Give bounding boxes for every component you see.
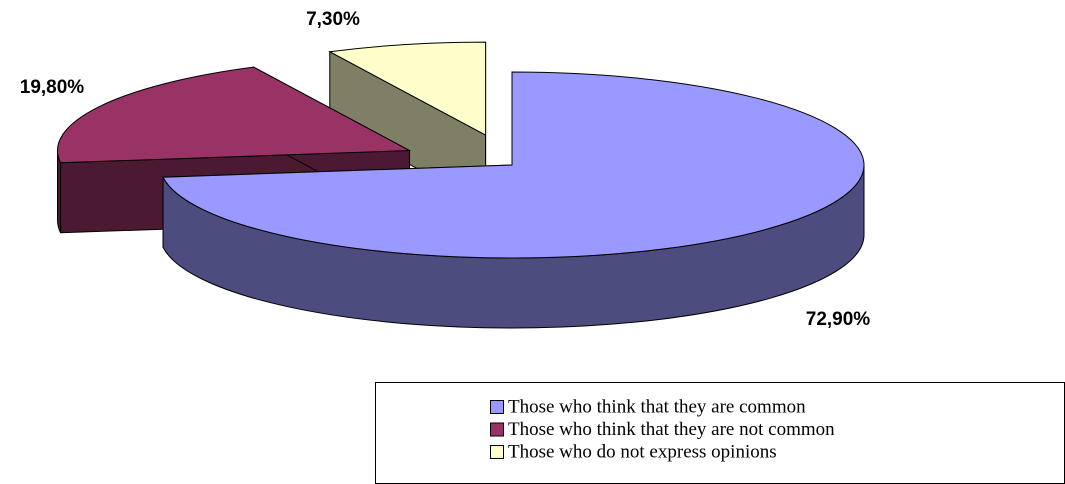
slice xyxy=(57,66,412,164)
data-label: 72,90% xyxy=(806,309,871,330)
legend-label: Those who do not express opinions xyxy=(508,441,777,462)
pie xyxy=(57,41,865,329)
legend-label: Those who think that they are not common xyxy=(508,419,835,440)
data-label: 7,30% xyxy=(306,9,360,30)
legend-label: Those who think that they are common xyxy=(508,396,806,417)
slice xyxy=(162,71,865,259)
data-label: 19,80% xyxy=(20,77,85,98)
legend-swatch xyxy=(490,445,504,459)
legend-swatch xyxy=(490,400,504,414)
slice xyxy=(328,41,487,136)
legend-swatch xyxy=(490,422,504,437)
